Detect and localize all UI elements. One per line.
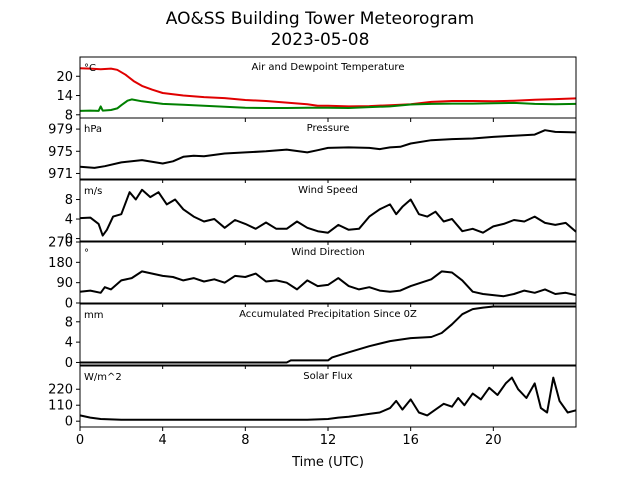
series-line-pressure-0 xyxy=(79,129,577,169)
panel-title-wind_direction: Wind Direction xyxy=(291,247,365,258)
panel-wind_speed: 0 4 8 m/s Wind Speed xyxy=(65,179,577,247)
x-tick-label-1: 4 xyxy=(159,433,167,448)
y-tick-label-pressure-1: 975 xyxy=(48,145,73,160)
y-tick-label-temperature-1: 14 xyxy=(56,89,73,104)
series-line-wind_speed-0 xyxy=(79,188,577,237)
panel-wind_direction: 0 90 180 270 ° Wind Direction xyxy=(48,236,577,312)
x-axis-label: Time (UTC) xyxy=(291,455,364,470)
y-tick-label-solar_flux-0: 0 xyxy=(65,415,73,430)
x-tick-label-4: 16 xyxy=(402,433,419,448)
series-line-wind_direction-0 xyxy=(79,270,577,298)
series-line-precipitation-0 xyxy=(80,305,576,364)
x-tick-label-2: 8 xyxy=(241,433,249,448)
unit-label-pressure: hPa xyxy=(84,124,102,135)
figure-subtitle-date: 2023-05-08 xyxy=(271,30,370,50)
panel-title-solar_flux: Solar Flux xyxy=(303,371,353,382)
y-tick-label-precipitation-0: 0 xyxy=(65,356,73,371)
x-tick-label-5: 20 xyxy=(485,433,502,448)
y-tick-label-solar_flux-1: 110 xyxy=(48,399,73,414)
panel-title-wind_speed: Wind Speed xyxy=(298,185,358,196)
x-tick-label-3: 12 xyxy=(320,433,337,448)
series-line-temperature-0 xyxy=(79,67,577,108)
panel-temperature: 8 14 20 °C Air and Dewpoint Temperature xyxy=(56,56,577,123)
y-tick-label-solar_flux-2: 220 xyxy=(48,383,73,398)
y-tick-label-precipitation-1: 4 xyxy=(65,336,73,351)
unit-label-wind_direction: ° xyxy=(84,248,89,259)
y-tick-label-precipitation-2: 8 xyxy=(65,315,73,330)
x-axis: 0 4 8 12 16 20 xyxy=(76,433,502,448)
unit-label-solar_flux: W/m^2 xyxy=(84,372,122,383)
y-tick-label-wind_direction-1: 90 xyxy=(56,276,73,291)
figure-title: AO&SS Building Tower Meteorogram xyxy=(166,9,474,29)
panel-title-temperature: Air and Dewpoint Temperature xyxy=(252,62,405,73)
series-line-temperature-1 xyxy=(79,98,577,112)
y-tick-label-wind_speed-2: 8 xyxy=(65,193,73,208)
x-tick-label-0: 0 xyxy=(76,433,84,448)
panel-pressure: 971 975 979 hPa Pressure xyxy=(48,117,577,183)
y-tick-label-temperature-0: 8 xyxy=(65,108,73,123)
y-tick-label-wind_speed-1: 4 xyxy=(65,213,73,228)
y-tick-label-wind_direction-0: 0 xyxy=(65,297,73,312)
panel-title-precipitation: Accumulated Precipitation Since 0Z xyxy=(239,309,417,320)
series-line-solar_flux-0 xyxy=(79,376,577,421)
panel-title-pressure: Pressure xyxy=(307,123,350,134)
panel-precipitation: 0 4 8 mm Accumulated Precipitation Since 0Z xyxy=(65,303,577,371)
y-tick-label-temperature-2: 20 xyxy=(56,70,73,85)
y-tick-label-wind_direction-3: 270 xyxy=(48,236,73,251)
unit-label-temperature: °C xyxy=(84,63,96,74)
unit-label-precipitation: mm xyxy=(84,310,103,321)
y-tick-label-pressure-2: 979 xyxy=(48,123,73,138)
unit-label-wind_speed: m/s xyxy=(84,186,102,197)
y-tick-label-wind_speed-0: 0 xyxy=(65,232,73,247)
y-tick-label-wind_direction-2: 180 xyxy=(48,256,73,271)
y-tick-label-pressure-0: 971 xyxy=(48,167,73,182)
